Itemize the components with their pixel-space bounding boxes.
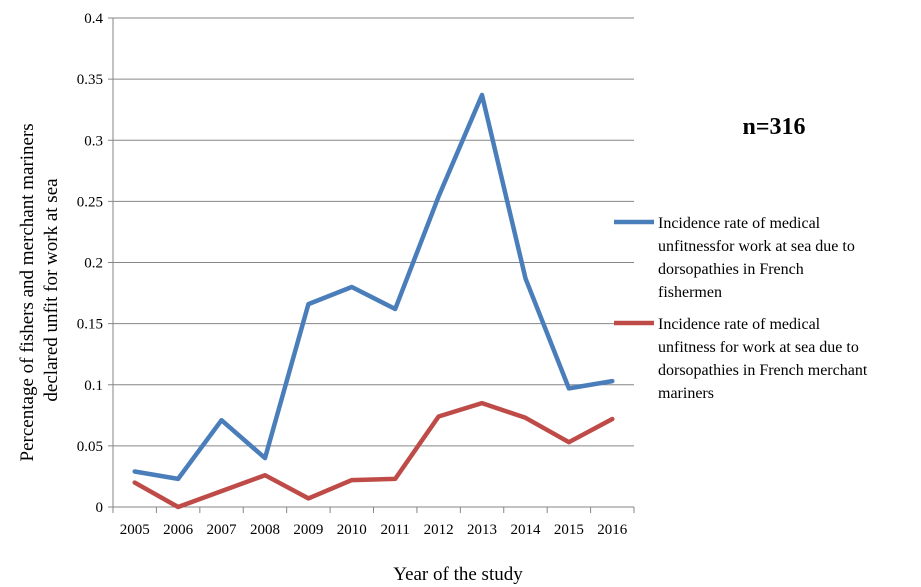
x-tick-label: 2015 bbox=[554, 522, 584, 538]
x-tick-label: 2008 bbox=[250, 522, 280, 538]
legend-label-2: dorsopathies in French merchant bbox=[658, 362, 868, 379]
y-tick-label: 0 bbox=[96, 500, 104, 516]
y-axis-label-line-1: Percentage of fishers and merchant marin… bbox=[17, 123, 38, 461]
x-tick-label: 2009 bbox=[293, 522, 323, 538]
legend-label-1: fishermen bbox=[658, 284, 722, 301]
series-line-1 bbox=[132, 92, 615, 482]
x-tick-label: 2014 bbox=[510, 522, 541, 538]
x-tick-label: 2006 bbox=[163, 522, 194, 538]
y-axis-label: Percentage of fishers and merchant marin… bbox=[17, 119, 62, 462]
axes bbox=[108, 17, 635, 513]
x-tick-label: 2016 bbox=[597, 522, 628, 538]
y-tick-label: 0.05 bbox=[77, 439, 103, 455]
y-tick-label: 0.4 bbox=[84, 11, 103, 27]
y-tick-label: 0.2 bbox=[84, 256, 103, 272]
x-tick-label: 2011 bbox=[380, 522, 409, 538]
legend-label-2: mariners bbox=[658, 385, 714, 402]
x-tick-label: 2010 bbox=[337, 522, 367, 538]
y-tick-label: 0.35 bbox=[77, 72, 103, 88]
series-lines bbox=[132, 92, 615, 510]
x-axis-label: Year of the study bbox=[393, 564, 523, 585]
x-tick-label: 2013 bbox=[467, 522, 497, 538]
legend: Incidence rate of medical unfitnessfor wo… bbox=[614, 215, 868, 402]
y-tick-label: 0.3 bbox=[84, 133, 103, 149]
series-line-2 bbox=[132, 400, 615, 510]
y-tick-label: 0.15 bbox=[77, 317, 103, 333]
x-tick-labels: 2005 2006 2007 2008 2009 2010 2011 2012 2013 2014… bbox=[120, 522, 628, 538]
y-tick-label: 0.1 bbox=[84, 378, 103, 394]
y-tick-label: 0.25 bbox=[77, 194, 103, 210]
legend-label-1: unfitnessfor work at sea due to bbox=[658, 238, 855, 255]
legend-label-1: dorsopathies in French bbox=[658, 261, 804, 278]
y-tick-labels: 0 0.05 0.1 0.15 0.2 0.25 0.3 0.35 0.4 bbox=[77, 11, 104, 516]
sample-size-annotation: n=316 bbox=[742, 114, 805, 140]
legend-label-2: unfitness for work at sea due to bbox=[658, 339, 859, 356]
legend-label-2: Incidence rate of medical bbox=[658, 316, 821, 333]
legend-label-1: Incidence rate of medical bbox=[658, 215, 821, 232]
y-axis-label-line-2: declared unfit for work at sea bbox=[41, 178, 62, 402]
x-tick-label: 2005 bbox=[120, 522, 150, 538]
x-tick-label: 2007 bbox=[207, 522, 238, 538]
gridlines bbox=[113, 17, 634, 447]
x-tick-label: 2012 bbox=[424, 522, 454, 538]
